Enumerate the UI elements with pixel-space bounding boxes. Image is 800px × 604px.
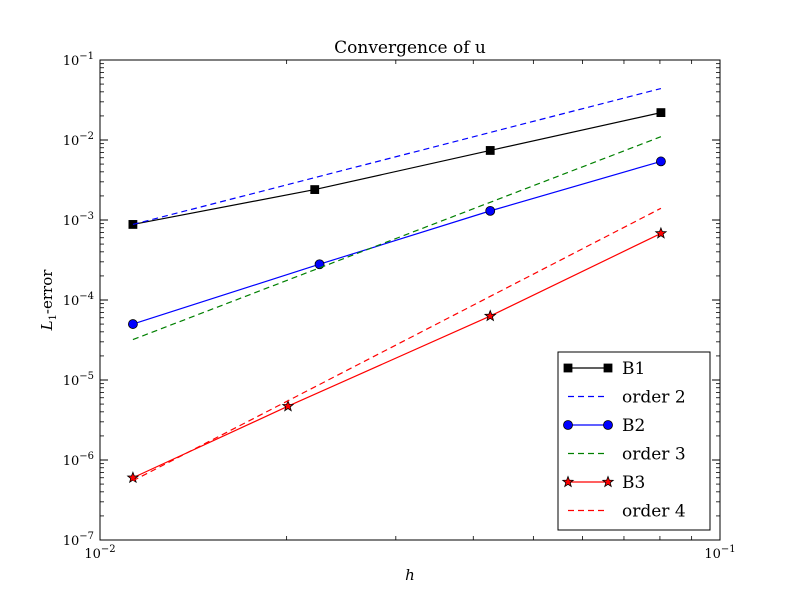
y-tick-label-base: 10: [63, 134, 80, 149]
series-line-6: [132, 207, 662, 482]
y-tick-label: 10−6: [63, 451, 94, 469]
legend-marker-3a: [563, 420, 573, 430]
series-line-2: [132, 87, 662, 226]
y-tick-label-exp: −7: [79, 531, 94, 542]
y-axis-label: L1-error: [38, 269, 59, 332]
chart-title: Convergence of u: [334, 38, 486, 58]
y-tick-label: 10−4: [63, 291, 94, 309]
x-tick-label: 10−1: [704, 544, 735, 562]
x-tick-label-exp: −2: [101, 544, 116, 555]
y-tick-label-exp: −6: [79, 451, 94, 462]
y-tick-label: 10−2: [63, 131, 94, 149]
legend-label-2: order 2: [622, 388, 686, 408]
y-tick-label: 10−1: [63, 51, 94, 69]
y-axis-label-suffix: -error: [38, 269, 56, 314]
legend-marker-1b: [603, 363, 613, 373]
data-point-s5-1: [126, 471, 140, 484]
legend-label-6: order 4: [622, 502, 686, 522]
y-axis-label-sub: 1: [48, 314, 59, 320]
data-point-s3-4: [656, 156, 666, 167]
y-tick-label-base: 10: [63, 294, 80, 309]
data-point-s5-2: [281, 399, 295, 412]
legend-label-5: B3: [622, 473, 645, 493]
y-tick-label-base: 10: [63, 454, 80, 469]
data-point-s5-4: [654, 226, 668, 239]
y-tick-label-exp: −1: [79, 51, 94, 62]
data-point-s3-1: [128, 319, 138, 329]
y-tick-label-exp: −5: [79, 371, 94, 382]
x-axis-label: h: [405, 566, 415, 584]
y-tick-label-base: 10: [63, 534, 80, 549]
y-tick-label-exp: −2: [79, 131, 94, 142]
series-line-3: [132, 160, 662, 325]
y-tick-label-exp: −3: [79, 211, 94, 222]
legend-box: [557, 351, 711, 531]
legend-label-3: B2: [622, 416, 645, 436]
y-tick-label-exp: −4: [79, 291, 94, 302]
axes: 10−2 10−110−110−210−310−410−510−610−7: [63, 51, 736, 562]
y-tick-label-base: 10: [63, 214, 80, 229]
y-tick-label-base: 10: [63, 374, 80, 389]
legend-marker-3b: [603, 420, 613, 430]
x-tick-label-base: 10: [704, 547, 721, 562]
x-tick-label-exp: −1: [721, 544, 736, 555]
data-point-s1-3: [485, 146, 495, 155]
data-point-s3-3: [485, 205, 496, 216]
y-tick-label: 10−5: [63, 371, 94, 389]
legend-label-1: B1: [622, 359, 645, 379]
y-tick-label-base: 10: [63, 54, 80, 69]
legend-marker-5b: [601, 475, 615, 488]
legend-marker-1a: [563, 363, 573, 373]
x-tick-label: 10−2: [84, 544, 115, 562]
data-point-s1-2: [310, 185, 320, 194]
data-point-s5-3: [483, 309, 497, 322]
x-tick-label-base: 10: [84, 547, 101, 562]
y-tick-label: 10−3: [63, 211, 94, 229]
legend: B1 order 2 B2 order 3 B3 order 4: [557, 351, 711, 531]
y-axis-label-main: L: [38, 320, 56, 331]
data-point-s1-1: [128, 220, 138, 229]
data-point-s1-4: [656, 108, 666, 118]
y-tick-label: 10−7: [63, 531, 94, 549]
series-line-1: [132, 112, 662, 226]
series-line-4: [132, 136, 662, 341]
legend-marker-5a: [561, 475, 575, 488]
legend-label-4: order 3: [622, 445, 686, 465]
series-line-5: [132, 232, 662, 479]
plot-area: [126, 87, 668, 484]
